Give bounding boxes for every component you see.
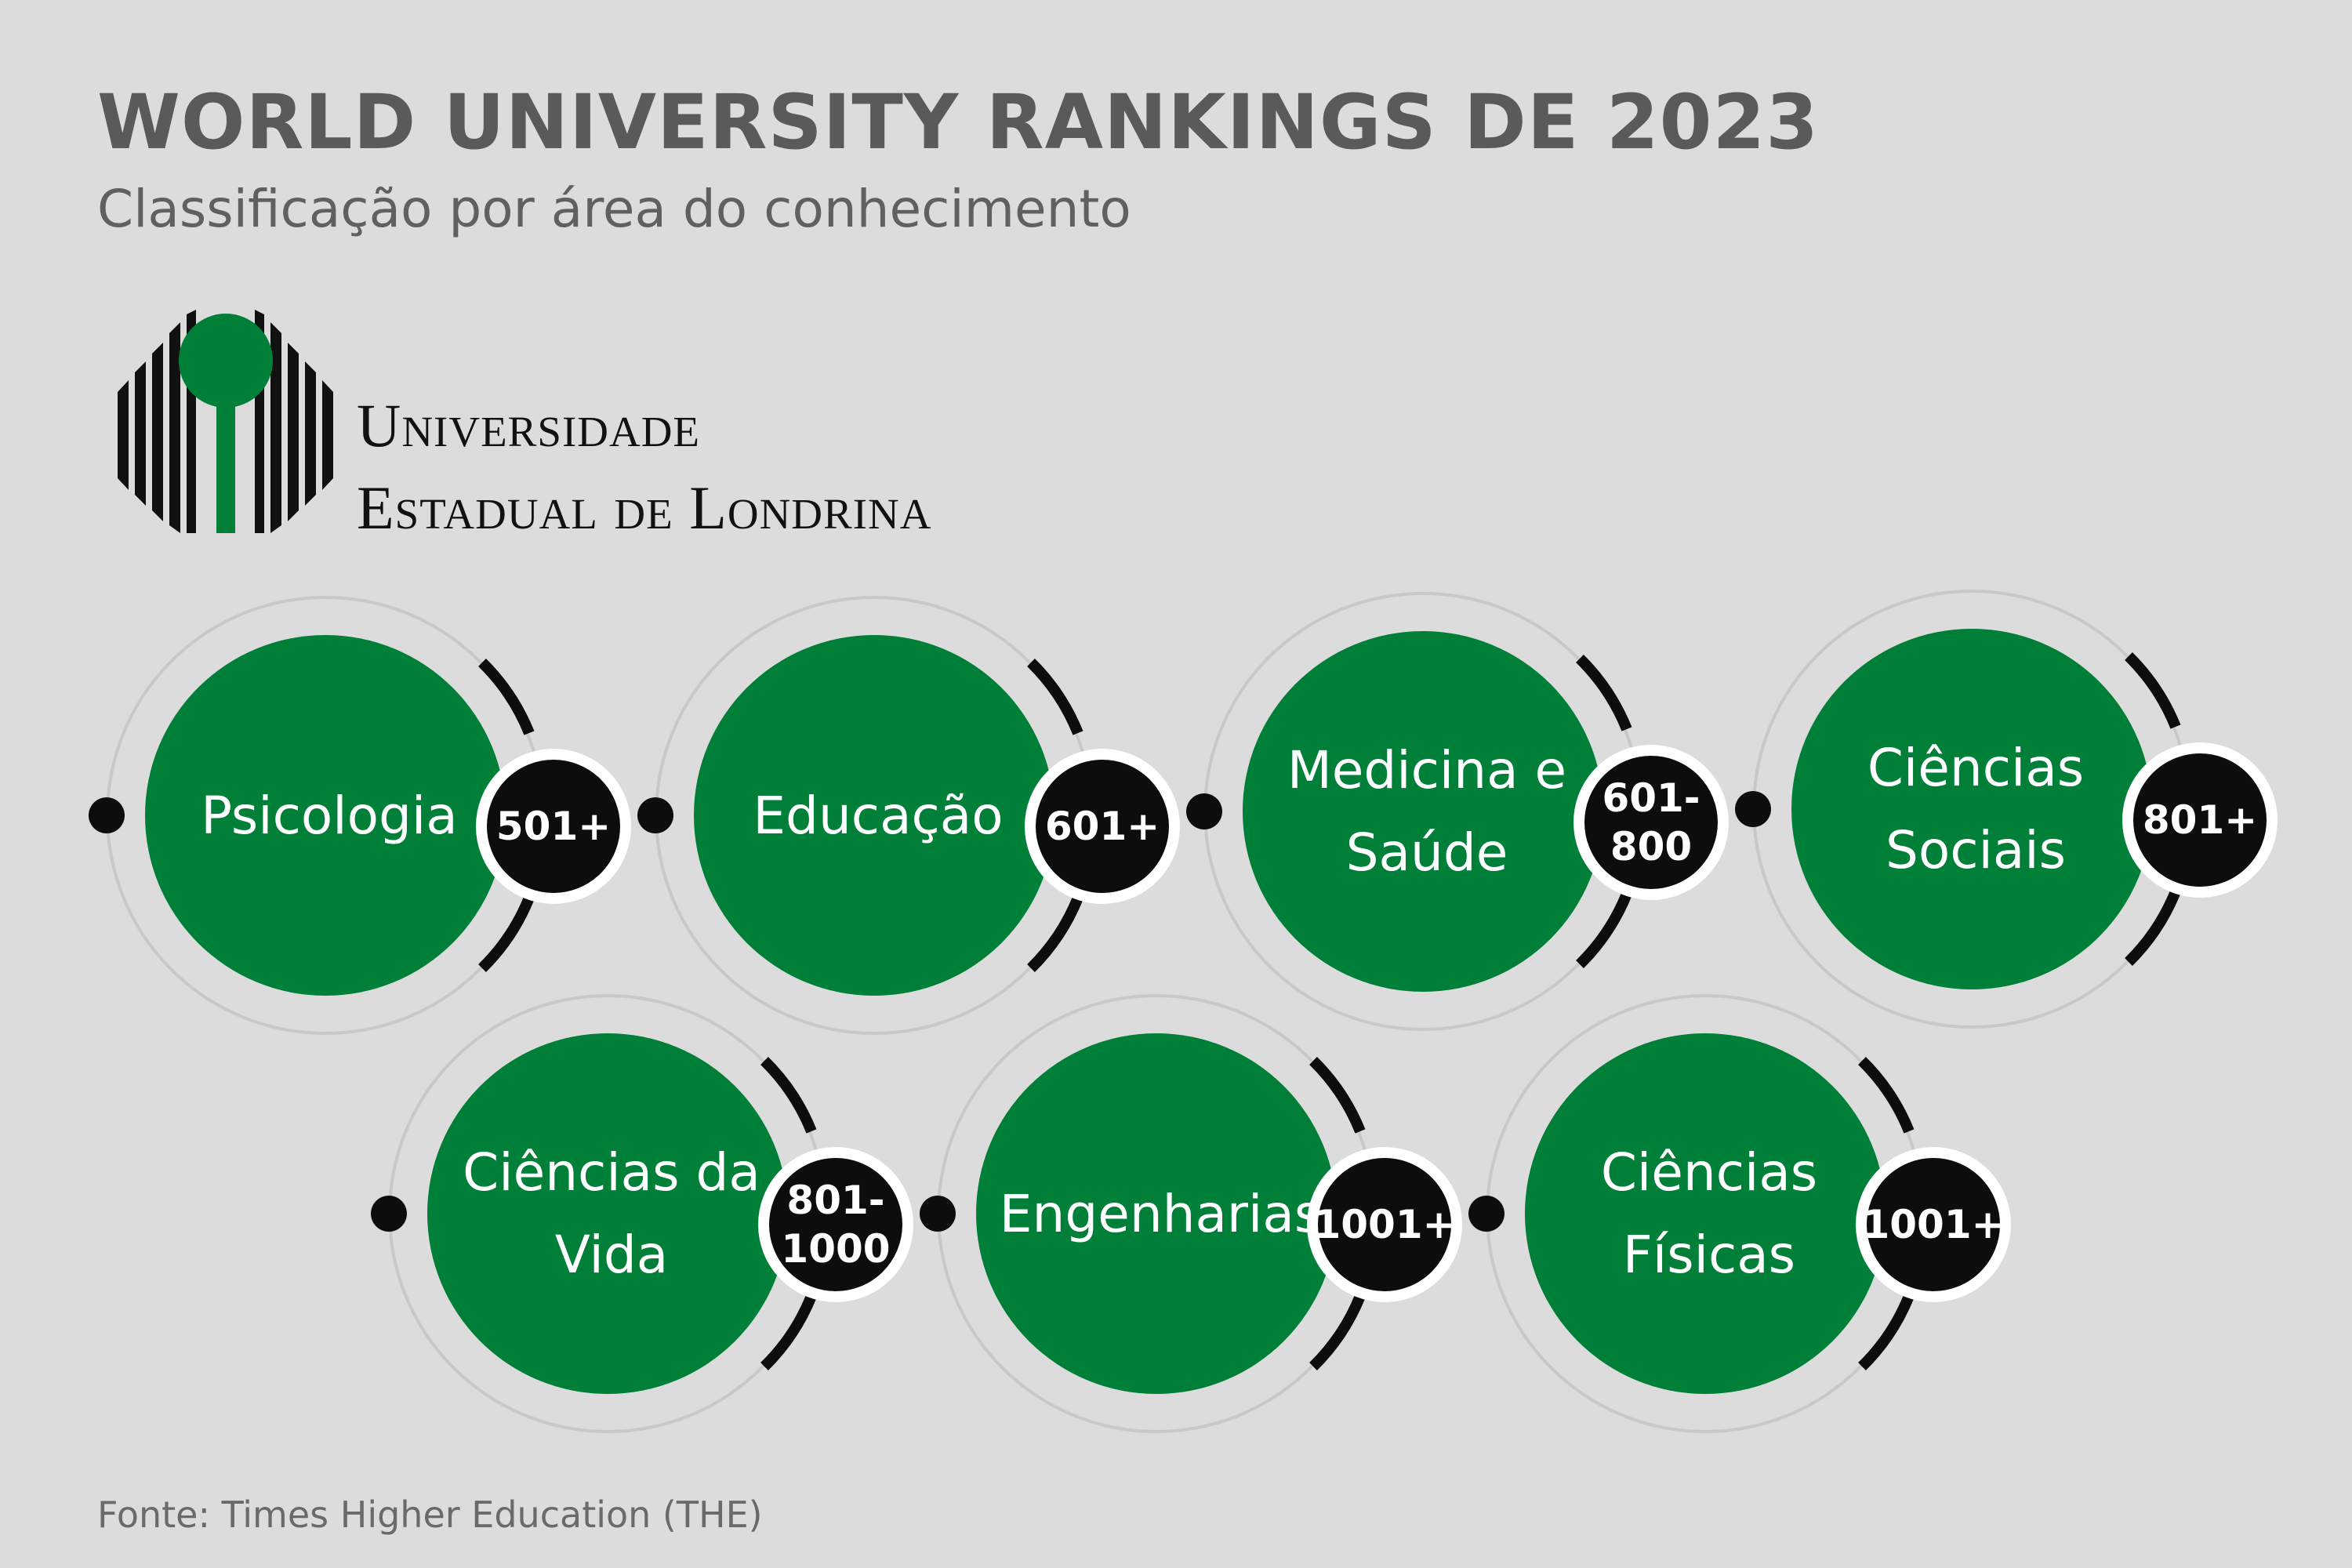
- area-label: Educação: [753, 785, 1004, 846]
- ranking-item: Educação 601+: [655, 596, 1203, 1035]
- rank-badge: 801+: [2122, 742, 2278, 898]
- wordmark-line-2: Estadual de Londrina: [357, 474, 932, 542]
- area-label: Medicina e Saúde: [1287, 740, 1567, 883]
- rank-badge: 601+: [1025, 749, 1180, 904]
- rank-badge: 1001+: [1856, 1147, 2011, 1302]
- area-label: Ciências Sociais: [1867, 738, 2085, 880]
- connector-dot: [371, 1196, 407, 1232]
- bracket-arc-icon: [1858, 1057, 1915, 1370]
- ranking-item: Medicina e Saúde 601- 800: [1203, 592, 1752, 1031]
- area-circle: [694, 635, 1054, 996]
- area-circle: [427, 1033, 788, 1394]
- ranking-item: Engenharias 1001+: [937, 994, 1486, 1433]
- page-title: WORLD UNIVERSITY RANKINGS DE 2023: [97, 78, 1820, 166]
- area-circle: [1243, 631, 1603, 992]
- ranking-item: Psicologia 501+: [106, 596, 655, 1035]
- bracket-arc-icon: [1309, 1057, 1366, 1370]
- ranking-item: Ciências da Vida 801- 1000: [388, 994, 937, 1433]
- bracket-arc-icon: [478, 659, 535, 972]
- area-label: Engenharias: [999, 1183, 1322, 1244]
- connector-dot: [1186, 793, 1222, 829]
- ranking-item: Ciências Sociais 801+: [1752, 590, 2301, 1029]
- area-circle: [145, 635, 506, 996]
- bracket-arc-icon: [1576, 655, 1632, 968]
- wordmark-line-1: Universidade: [357, 391, 701, 459]
- university-logo-icon: [118, 310, 333, 533]
- connector-dot: [1468, 1196, 1504, 1232]
- bracket-arc-icon: [1027, 659, 1083, 972]
- connector-dot: [920, 1196, 956, 1232]
- area-label: Ciências Físicas: [1600, 1142, 1818, 1285]
- connector-dot: [1735, 791, 1771, 827]
- bracket-arc-icon: [2125, 652, 2181, 966]
- ranking-item: Ciências Físicas 1001+: [1486, 994, 2034, 1433]
- rank-badge: 501+: [476, 749, 631, 904]
- rank-badge: 601- 800: [1573, 745, 1729, 900]
- area-label: Psicologia: [201, 785, 458, 846]
- source-note: Fonte: Times Higher Education (THE): [97, 1494, 763, 1536]
- rank-badge: 1001+: [1307, 1147, 1462, 1302]
- area-circle: [976, 1033, 1337, 1394]
- area-circle: [1791, 629, 2152, 989]
- connector-dot: [89, 797, 125, 833]
- connector-dot: [637, 797, 673, 833]
- rank-badge: 801- 1000: [758, 1147, 913, 1302]
- bracket-arc-icon: [760, 1057, 817, 1370]
- area-circle: [1525, 1033, 1886, 1394]
- page-subtitle: Classificação por área do conhecimento: [97, 179, 1131, 239]
- university-wordmark: Universidade Estadual de Londrina: [357, 384, 931, 549]
- area-label: Ciências da Vida: [463, 1142, 760, 1285]
